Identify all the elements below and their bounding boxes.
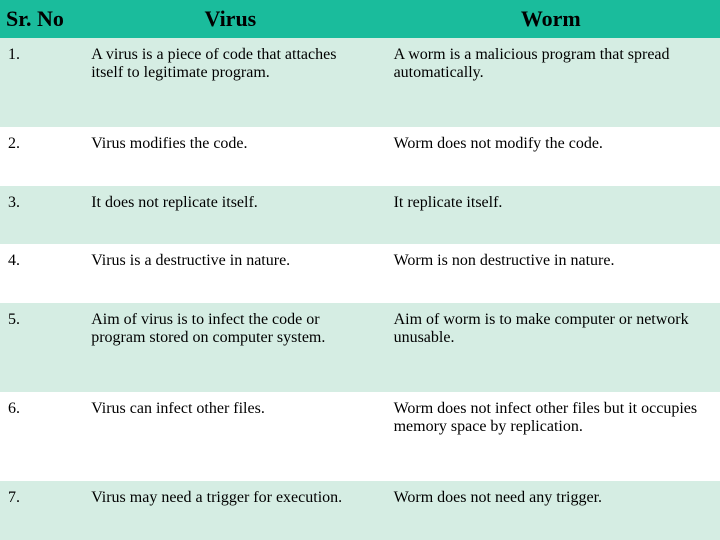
- cell-virus: Virus can infect other files.: [79, 392, 381, 481]
- cell-worm: Worm is non destructive in nature.: [382, 244, 720, 302]
- table-row: 6.Virus can infect other files.Worm does…: [0, 392, 720, 481]
- cell-virus: Aim of virus is to infect the code or pr…: [79, 303, 381, 392]
- table-row: 3.It does not replicate itself.It replic…: [0, 186, 720, 244]
- header-worm: Worm: [382, 0, 720, 38]
- cell-virus: Virus may need a trigger for execution.: [79, 481, 381, 540]
- cell-virus: It does not replicate itself.: [79, 186, 381, 244]
- cell-virus: Virus modifies the code.: [79, 127, 381, 185]
- cell-sr-no: 3.: [0, 186, 79, 244]
- cell-sr-no: 2.: [0, 127, 79, 185]
- cell-worm: Worm does not need any trigger.: [382, 481, 720, 540]
- cell-worm: Worm does not modify the code.: [382, 127, 720, 185]
- cell-sr-no: 4.: [0, 244, 79, 302]
- cell-worm: It replicate itself.: [382, 186, 720, 244]
- cell-worm: Aim of worm is to make computer or netwo…: [382, 303, 720, 392]
- table-header-row: Sr. No Virus Worm: [0, 0, 720, 38]
- cell-worm: Worm does not infect other files but it …: [382, 392, 720, 481]
- table-row: 5.Aim of virus is to infect the code or …: [0, 303, 720, 392]
- header-sr-no: Sr. No: [0, 0, 79, 38]
- cell-sr-no: 7.: [0, 481, 79, 540]
- cell-sr-no: 5.: [0, 303, 79, 392]
- cell-virus: A virus is a piece of code that attaches…: [79, 38, 381, 127]
- header-virus: Virus: [79, 0, 381, 38]
- table-row: 4.Virus is a destructive in nature.Worm …: [0, 244, 720, 302]
- cell-worm: A worm is a malicious program that sprea…: [382, 38, 720, 127]
- cell-sr-no: 6.: [0, 392, 79, 481]
- table-row: 1.A virus is a piece of code that attach…: [0, 38, 720, 127]
- cell-sr-no: 1.: [0, 38, 79, 127]
- table-row: 7.Virus may need a trigger for execution…: [0, 481, 720, 540]
- comparison-table: Sr. No Virus Worm 1.A virus is a piece o…: [0, 0, 720, 540]
- table-row: 2.Virus modifies the code.Worm does not …: [0, 127, 720, 185]
- cell-virus: Virus is a destructive in nature.: [79, 244, 381, 302]
